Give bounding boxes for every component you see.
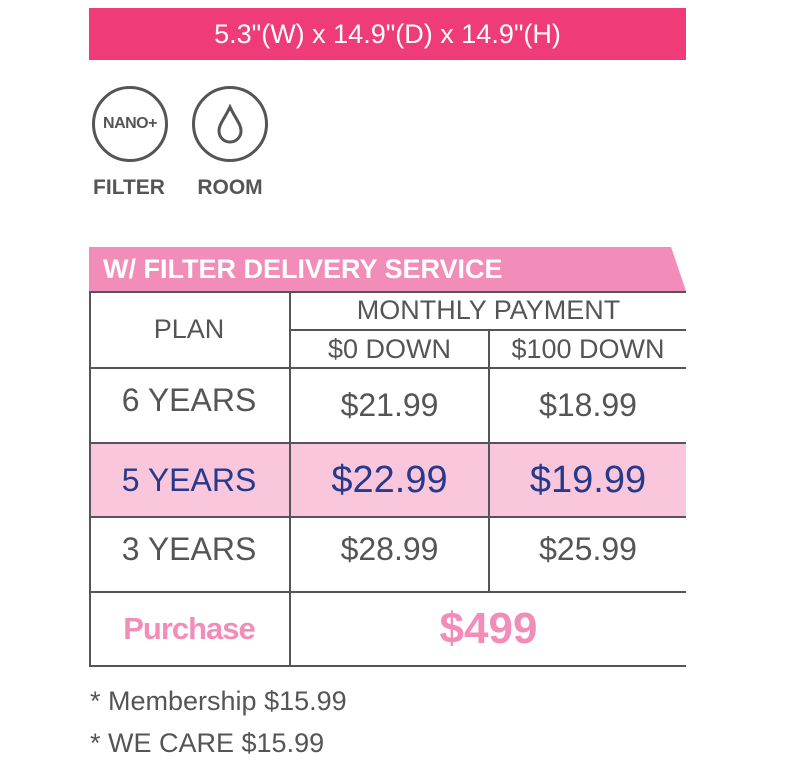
pricing-table: PLAN MONTHLY PAYMENT $0 DOWN $100 DOWN 6…: [89, 291, 686, 667]
footnote-membership: * Membership $15.99: [90, 686, 347, 716]
price-5y-zero-down: $22.99: [331, 458, 448, 501]
plan-3-years: 3 YEARS: [121, 531, 257, 567]
nano-plus-filter-icon: NANO+: [92, 86, 168, 162]
price-5y-hundred-down: $19.99: [529, 458, 647, 501]
highlight-row-bg: [89, 443, 686, 517]
section-title: W/ FILTER DELIVERY SERVICE: [89, 247, 686, 291]
nano-badge-text: NANO+: [103, 115, 157, 132]
feature-label-filter: FILTER: [93, 176, 165, 199]
purchase-label: Purchase: [123, 611, 256, 646]
price-3y-hundred-down: $25.99: [539, 531, 637, 567]
price-3y-zero-down: $28.99: [340, 531, 439, 567]
water-drop-icon: [192, 86, 268, 162]
footnote-we-care: * WE CARE $15.99: [90, 728, 325, 758]
feature-label-room: ROOM: [197, 176, 263, 199]
price-6y-zero-down: $21.99: [340, 387, 439, 423]
plan-6-years: 6 YEARS: [121, 382, 257, 418]
zero-down-header: $0 DOWN: [327, 333, 452, 364]
dimensions-banner: 5.3"(W) x 14.9"(D) x 14.9"(H): [89, 8, 686, 60]
plan-header: PLAN: [153, 313, 225, 344]
plan-5-years: 5 YEARS: [121, 461, 257, 498]
monthly-payment-header: MONTHLY PAYMENT: [356, 294, 621, 325]
hundred-down-header: $100 DOWN: [511, 333, 665, 364]
purchase-price: $499: [439, 604, 538, 653]
price-6y-hundred-down: $18.99: [539, 387, 637, 423]
